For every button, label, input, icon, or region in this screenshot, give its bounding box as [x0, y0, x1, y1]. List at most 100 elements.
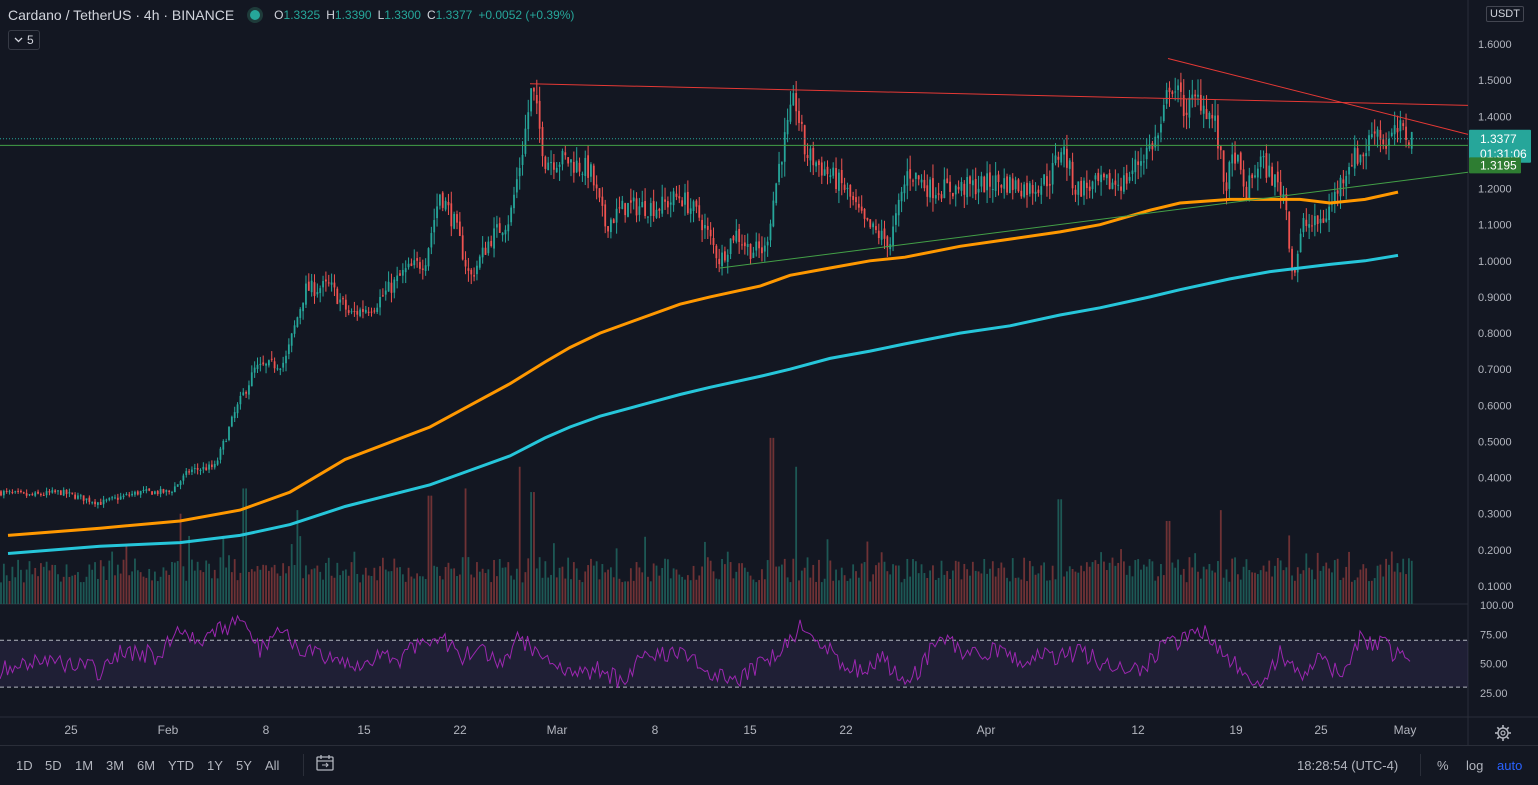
candle-body [766, 241, 769, 246]
volume-bar [490, 582, 493, 604]
volume-bar [946, 571, 949, 604]
candle-body [1128, 176, 1131, 181]
volume-bar [624, 581, 627, 604]
candle-body [1288, 211, 1291, 249]
volume-bar [897, 565, 900, 604]
candle-body [1111, 182, 1114, 189]
candle-body [28, 494, 31, 496]
candle-body [276, 368, 279, 370]
log-scale-button[interactable]: log [1466, 758, 1484, 773]
candle-body [327, 282, 330, 284]
volume-bar [883, 561, 886, 604]
price-tick-label: 1.6000 [1478, 39, 1512, 51]
symbol-title[interactable]: Cardano / TetherUS · 4h · BINANCE [8, 7, 235, 23]
timeframe-5d-button[interactable]: 5D [45, 758, 62, 773]
volume-bar [253, 571, 256, 604]
volume-bar [1325, 562, 1328, 604]
timeframe-5y-button[interactable]: 5Y [236, 758, 252, 773]
indicators-toggle-button[interactable]: 5 [8, 30, 40, 50]
volume-bar [259, 569, 262, 604]
candle-body [575, 160, 578, 173]
volume-bar [686, 575, 689, 604]
candle-body [778, 163, 780, 183]
volume-bar [102, 566, 105, 604]
candle-body [1080, 180, 1083, 197]
candle-body [1023, 184, 1026, 197]
volume-bar [555, 577, 558, 604]
candle-body [820, 162, 823, 176]
candle-body [393, 279, 396, 293]
percent-scale-button[interactable]: % [1437, 758, 1449, 773]
candle-body [176, 484, 179, 487]
candle-body [954, 185, 957, 195]
volume-bar [1128, 565, 1131, 604]
volume-bar [299, 536, 302, 604]
volume-bar [846, 580, 849, 604]
timeframe-1d-button[interactable]: 1D [16, 758, 33, 773]
volume-bar [1054, 579, 1057, 604]
volume-bar [168, 574, 171, 604]
candle-body [1137, 161, 1140, 165]
candle-body [410, 263, 413, 266]
volume-bar [775, 566, 778, 604]
date-range-calendar-icon[interactable] [316, 755, 334, 771]
candle-body [88, 497, 91, 502]
candle-body [1142, 161, 1145, 163]
volume-bar [453, 568, 456, 604]
volume-bar [504, 567, 507, 604]
timeframe-1m-button[interactable]: 1M [75, 758, 94, 773]
volume-bar [265, 565, 267, 604]
rsi-tick-label: 75.00 [1480, 629, 1508, 641]
volume-bar [709, 560, 712, 604]
candle-body [692, 201, 695, 212]
candle-body [886, 236, 889, 248]
volume-bar [621, 582, 624, 604]
rsi-band-fill [0, 640, 1468, 688]
volume-bar [806, 557, 809, 604]
volume-bar [689, 580, 692, 604]
volume-bar [877, 562, 880, 604]
volume-bar [729, 562, 732, 604]
trendline [719, 171, 1469, 269]
volume-bar [1370, 580, 1373, 604]
candle-body [635, 198, 638, 216]
candle-body [624, 203, 627, 216]
chart-canvas[interactable]: 0.1000 0.2000 0.3000 0.4000 0.5000 0.6000 0.70… [0, 0, 1538, 745]
volume-bar [949, 579, 951, 604]
timeframe-all-button[interactable]: All [265, 758, 280, 773]
candle-body [401, 269, 404, 276]
volume-bar [1165, 520, 1168, 604]
candle-body [399, 273, 401, 276]
settings-gear-icon[interactable] [1494, 724, 1512, 742]
volume-bar [421, 576, 424, 604]
timeframe-ytd-button[interactable]: YTD [168, 758, 194, 773]
candle-body [1083, 180, 1085, 196]
timezone-clock[interactable]: 18:28:54 (UTC-4) [1297, 758, 1399, 773]
candle-body [1259, 156, 1262, 167]
candle-body [370, 311, 373, 313]
volume-bar [470, 574, 473, 604]
candle-body [99, 502, 102, 505]
time-tick-label: Feb [158, 723, 179, 737]
volume-bar [1117, 562, 1120, 604]
auto-scale-button[interactable]: auto [1497, 758, 1523, 773]
volume-bar [1171, 562, 1174, 604]
candle-body [823, 169, 826, 176]
volume-bar [128, 575, 131, 604]
candle-body [1339, 177, 1342, 197]
volume-bar [538, 557, 541, 604]
candle-body [1379, 129, 1382, 140]
candle-body [570, 159, 572, 163]
volume-bar [983, 558, 986, 604]
volume-bar [1006, 577, 1008, 604]
timeframe-1y-button[interactable]: 1Y [207, 758, 223, 773]
volume-bar [1046, 580, 1048, 604]
volume-bar [823, 578, 826, 604]
timeframe-6m-button[interactable]: 6M [137, 758, 156, 773]
volume-bar [889, 574, 892, 604]
volume-bar [330, 575, 333, 604]
candle-body [40, 494, 42, 496]
timeframe-3m-button[interactable]: 3M [106, 758, 125, 773]
candle-body [610, 219, 612, 233]
currency-label[interactable]: USDT [1486, 6, 1524, 22]
